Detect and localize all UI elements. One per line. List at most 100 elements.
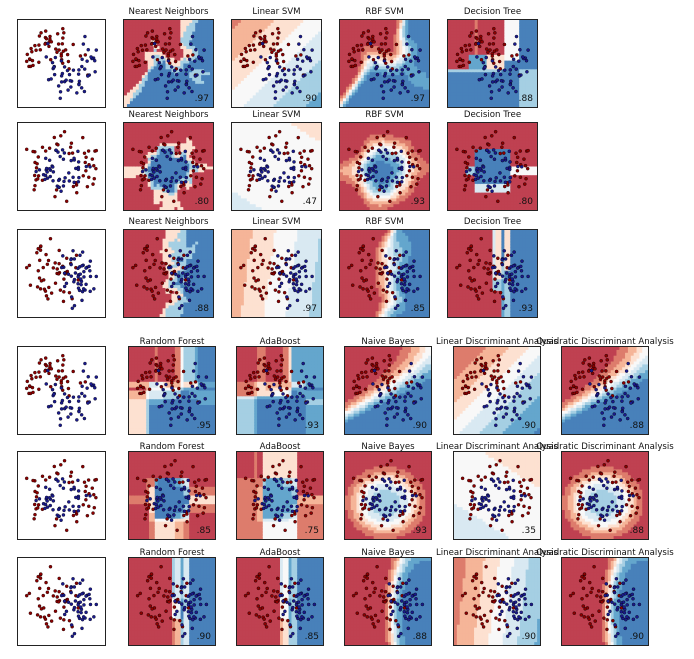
point-class-b <box>383 148 388 152</box>
point-class-a <box>59 381 64 385</box>
point-class-a <box>363 597 367 601</box>
point-class-b <box>496 68 501 73</box>
point-class-a <box>470 279 474 283</box>
point-class-b <box>152 176 156 180</box>
point-class-b <box>161 494 166 498</box>
point-class-a <box>33 370 37 375</box>
point-class-a <box>301 489 306 494</box>
point-class-b <box>388 513 392 517</box>
point-class-a <box>372 590 376 595</box>
point-class-a <box>362 506 367 510</box>
point-class-b <box>476 176 480 180</box>
point-class-a <box>54 47 58 51</box>
point-class-b <box>608 609 612 614</box>
point-class-a <box>307 182 311 186</box>
point-class-a <box>404 381 409 385</box>
point-class-b <box>613 623 617 627</box>
point-class-a <box>59 463 63 467</box>
classifier-title: Naive Bayes <box>361 442 414 452</box>
point-class-a <box>65 379 70 384</box>
point-class-b <box>264 77 268 81</box>
point-class-b <box>612 602 617 606</box>
point-class-a <box>621 381 626 385</box>
point-class-a <box>610 386 614 391</box>
point-class-a <box>489 589 493 593</box>
point-class-b <box>475 55 479 59</box>
point-class-b <box>408 603 412 607</box>
point-class-a <box>392 141 397 145</box>
point-class-a <box>464 611 469 615</box>
point-class-a <box>27 384 32 388</box>
point-class-a <box>354 188 359 192</box>
point-class-a <box>134 57 138 61</box>
point-class-a <box>156 590 160 595</box>
point-class-a <box>48 361 52 366</box>
point-class-b <box>383 507 387 512</box>
point-class-a <box>361 248 365 252</box>
point-class-b <box>72 257 77 261</box>
point-class-a <box>362 613 367 617</box>
point-class-a <box>63 48 68 52</box>
point-class-a <box>169 290 173 294</box>
point-class-a <box>267 135 271 140</box>
decision-boundary-panel: .88 <box>344 557 432 646</box>
point-class-b <box>69 158 73 163</box>
point-class-a <box>409 184 413 189</box>
point-class-b <box>92 615 96 619</box>
point-class-a <box>471 613 476 617</box>
point-class-b <box>263 495 268 500</box>
point-class-b <box>403 504 407 509</box>
point-class-a <box>526 511 530 515</box>
point-class-b <box>81 287 86 291</box>
point-class-b <box>171 582 176 586</box>
point-class-a <box>355 43 360 48</box>
point-class-a <box>256 361 260 365</box>
point-class-a <box>609 379 613 384</box>
point-class-a <box>172 256 176 260</box>
point-class-b <box>403 57 408 62</box>
point-class-b <box>372 368 377 373</box>
point-class-a <box>162 594 166 598</box>
point-class-b <box>511 609 516 614</box>
point-class-b <box>173 505 178 509</box>
point-class-a <box>272 248 276 253</box>
point-class-b <box>382 189 386 193</box>
point-class-b <box>295 395 299 399</box>
point-class-b <box>520 386 525 390</box>
point-class-a <box>478 146 483 150</box>
decision-surface <box>232 20 321 107</box>
point-class-b <box>195 386 200 390</box>
point-class-a <box>589 590 593 595</box>
point-class-a <box>500 528 504 533</box>
point-class-a <box>597 609 601 613</box>
point-class-b <box>176 257 180 262</box>
point-class-b <box>192 164 196 169</box>
point-class-a <box>272 48 276 52</box>
point-class-a <box>519 498 523 502</box>
point-class-b <box>610 500 614 504</box>
point-class-b <box>83 361 87 366</box>
point-class-b <box>378 392 383 396</box>
point-class-b <box>84 594 88 598</box>
point-class-a <box>261 285 266 290</box>
point-class-a <box>465 373 469 378</box>
point-class-a <box>517 480 522 484</box>
classifier-title: Linear SVM <box>252 7 300 17</box>
point-class-b <box>377 508 382 512</box>
point-class-a <box>309 511 313 515</box>
point-class-b <box>156 368 161 373</box>
point-class-a <box>363 145 367 150</box>
point-class-b <box>394 175 399 180</box>
point-class-b <box>295 264 300 268</box>
point-class-a <box>479 57 484 62</box>
point-class-a <box>252 512 256 517</box>
point-class-a <box>615 513 619 518</box>
point-class-a <box>45 590 50 595</box>
point-class-b <box>262 502 266 507</box>
decision-boundary-panel: .88 <box>561 451 649 540</box>
point-class-a <box>460 476 465 481</box>
point-class-b <box>400 175 405 180</box>
point-class-b <box>407 282 412 287</box>
point-class-b <box>485 148 489 153</box>
point-class-b <box>176 262 181 267</box>
